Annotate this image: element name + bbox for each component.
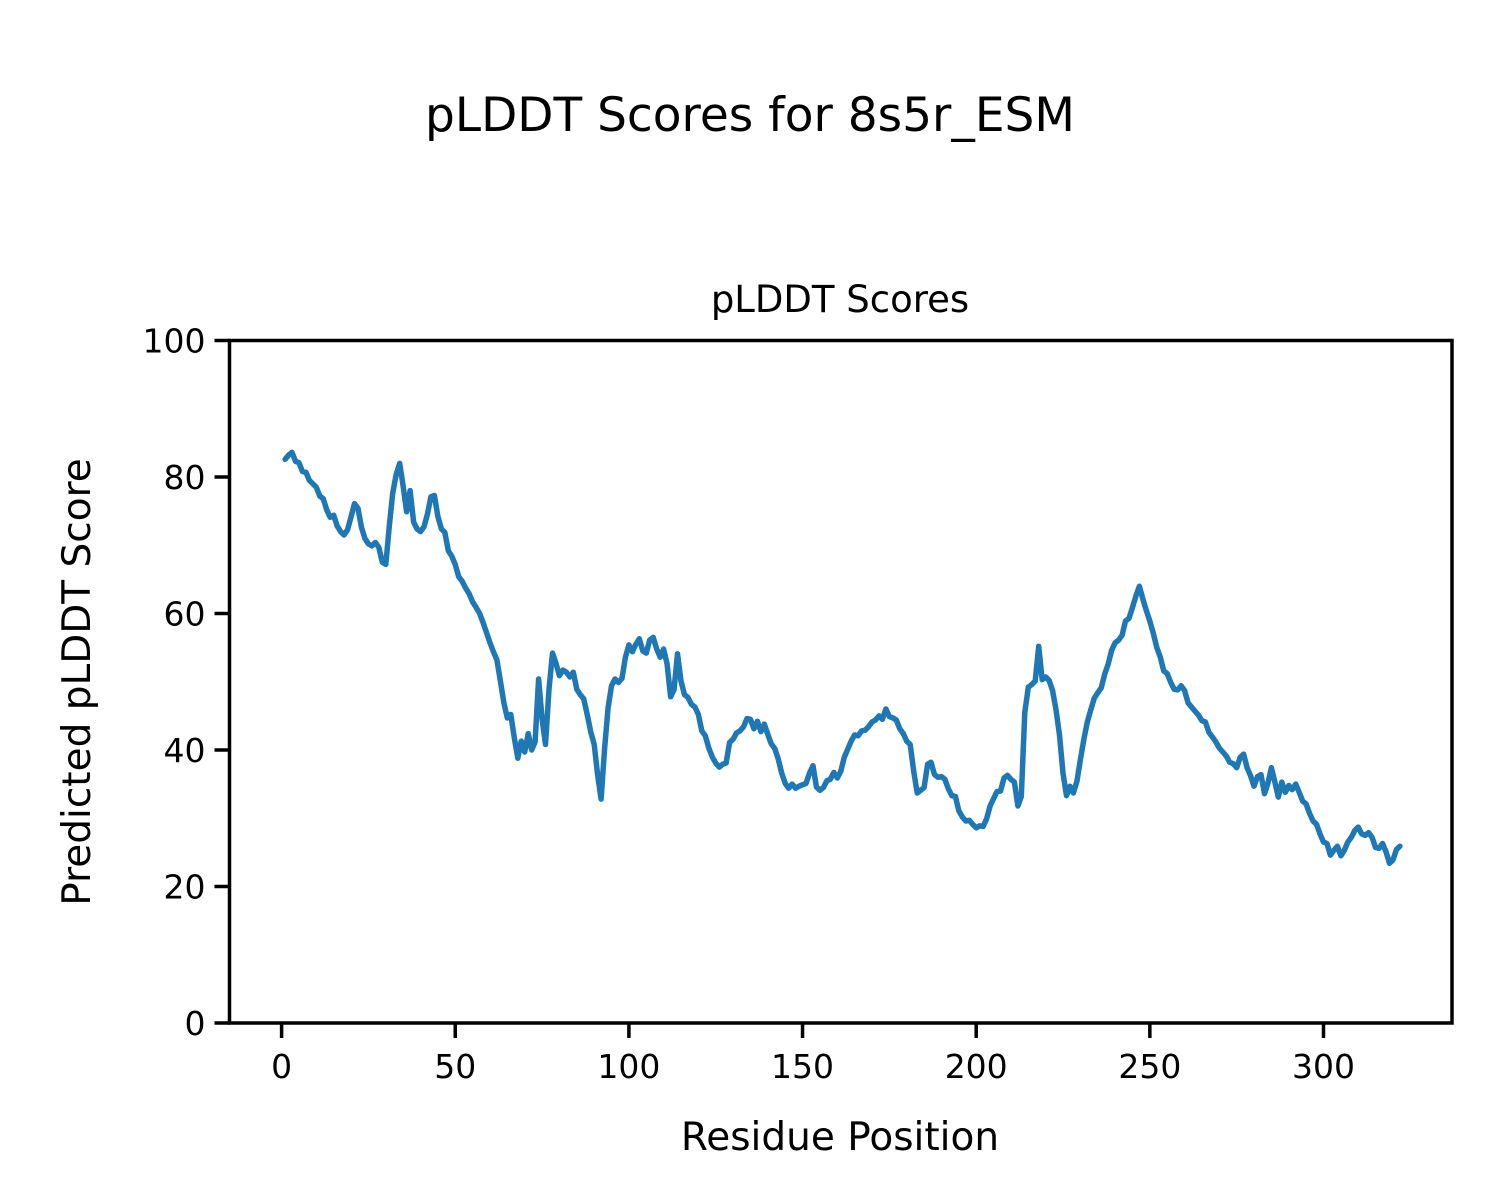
x-tick-label: 200 <box>945 1047 1008 1086</box>
x-tick-label: 250 <box>1118 1047 1181 1086</box>
y-tick-label: 40 <box>164 731 206 770</box>
x-ticks <box>279 1023 1326 1038</box>
y-tick-label: 60 <box>164 595 206 634</box>
x-tick-label: 0 <box>271 1047 292 1086</box>
y-tick-label: 0 <box>185 1004 206 1043</box>
y-tick-labels: 0 20 40 60 80 100 <box>143 322 206 1044</box>
x-tick-labels: 0 50 100 150 200 250 300 <box>271 1047 1355 1086</box>
axes-box <box>227 338 1454 1025</box>
x-tick-label: 150 <box>771 1047 834 1086</box>
plddt-line <box>282 449 1403 867</box>
axes-title: pLDDT Scores <box>711 278 969 321</box>
x-tick-label: 50 <box>434 1047 476 1086</box>
y-tick-label: 100 <box>143 322 206 361</box>
x-tick-label: 300 <box>1292 1047 1355 1086</box>
x-tick-label: 100 <box>597 1047 660 1086</box>
x-axis-label: Residue Position <box>681 1115 999 1160</box>
figure-suptitle: pLDDT Scores for 8s5r_ESM <box>425 88 1075 143</box>
y-axis-label: Predicted pLDDT Score <box>55 458 100 905</box>
y-ticks <box>214 338 230 1025</box>
y-tick-label: 80 <box>164 458 206 497</box>
y-tick-label: 20 <box>164 868 206 907</box>
